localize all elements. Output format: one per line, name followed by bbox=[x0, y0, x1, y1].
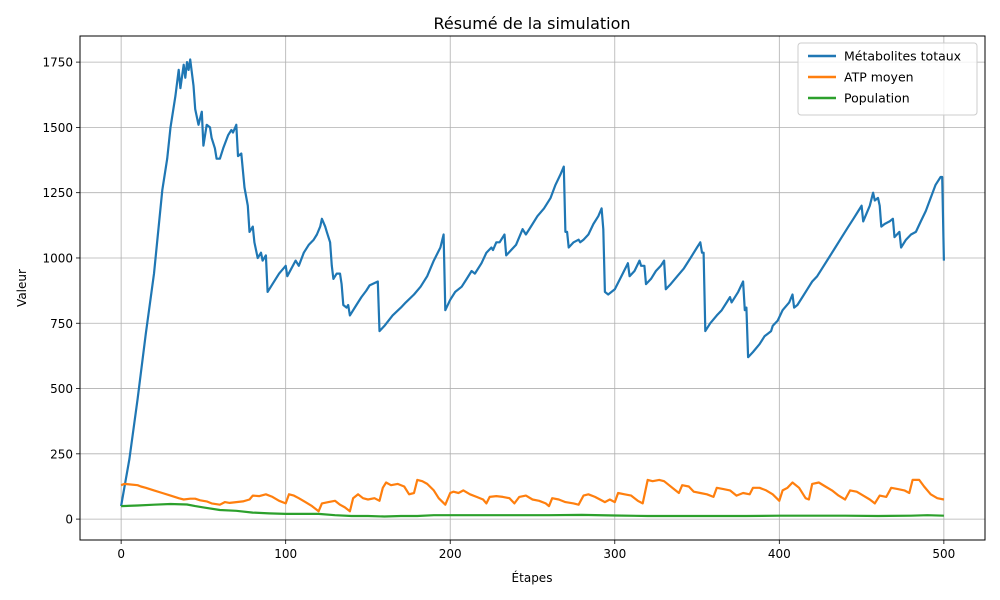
y-tick-label: 250 bbox=[50, 447, 73, 461]
x-axis-label: Étapes bbox=[512, 570, 553, 585]
y-axis-ticks: 0 250 500 750 1000 1250 1500 1750 bbox=[42, 56, 80, 527]
y-tick-label: 500 bbox=[50, 382, 73, 396]
legend-box bbox=[797, 42, 978, 116]
legend-label-atp: ATP moyen bbox=[844, 70, 914, 85]
y-tick-label: 1750 bbox=[42, 56, 73, 70]
y-tick-label: 750 bbox=[50, 317, 73, 331]
chart-title: Résumé de la simulation bbox=[433, 14, 630, 33]
series-line-population bbox=[121, 502, 944, 518]
legend-label-metabolites: Métabolites totaux bbox=[844, 49, 961, 64]
x-tick-label: 300 bbox=[603, 547, 626, 561]
x-tick-label: 0 bbox=[117, 547, 125, 561]
y-tick-label: 1500 bbox=[42, 121, 73, 135]
y-tick-label: 1000 bbox=[42, 251, 73, 265]
x-tick-label: 400 bbox=[768, 547, 791, 561]
x-tick-label: 100 bbox=[274, 547, 297, 561]
y-tick-label: 1250 bbox=[42, 186, 73, 200]
x-tick-label: 500 bbox=[932, 547, 955, 561]
legend: Métabolites totaux ATP moyen Population bbox=[797, 42, 978, 116]
plot-area-frame bbox=[79, 35, 986, 541]
y-tick-label: 0 bbox=[65, 513, 73, 527]
series-lines bbox=[120, 58, 945, 518]
x-axis-ticks: 0 100 200 300 400 500 bbox=[117, 540, 955, 561]
series-line-metabolites bbox=[120, 58, 945, 507]
y-axis-label: Valeur bbox=[15, 269, 29, 307]
grid bbox=[80, 36, 985, 540]
x-tick-label: 200 bbox=[439, 547, 462, 561]
legend-label-population: Population bbox=[844, 91, 910, 106]
series-line-atp bbox=[120, 478, 945, 513]
